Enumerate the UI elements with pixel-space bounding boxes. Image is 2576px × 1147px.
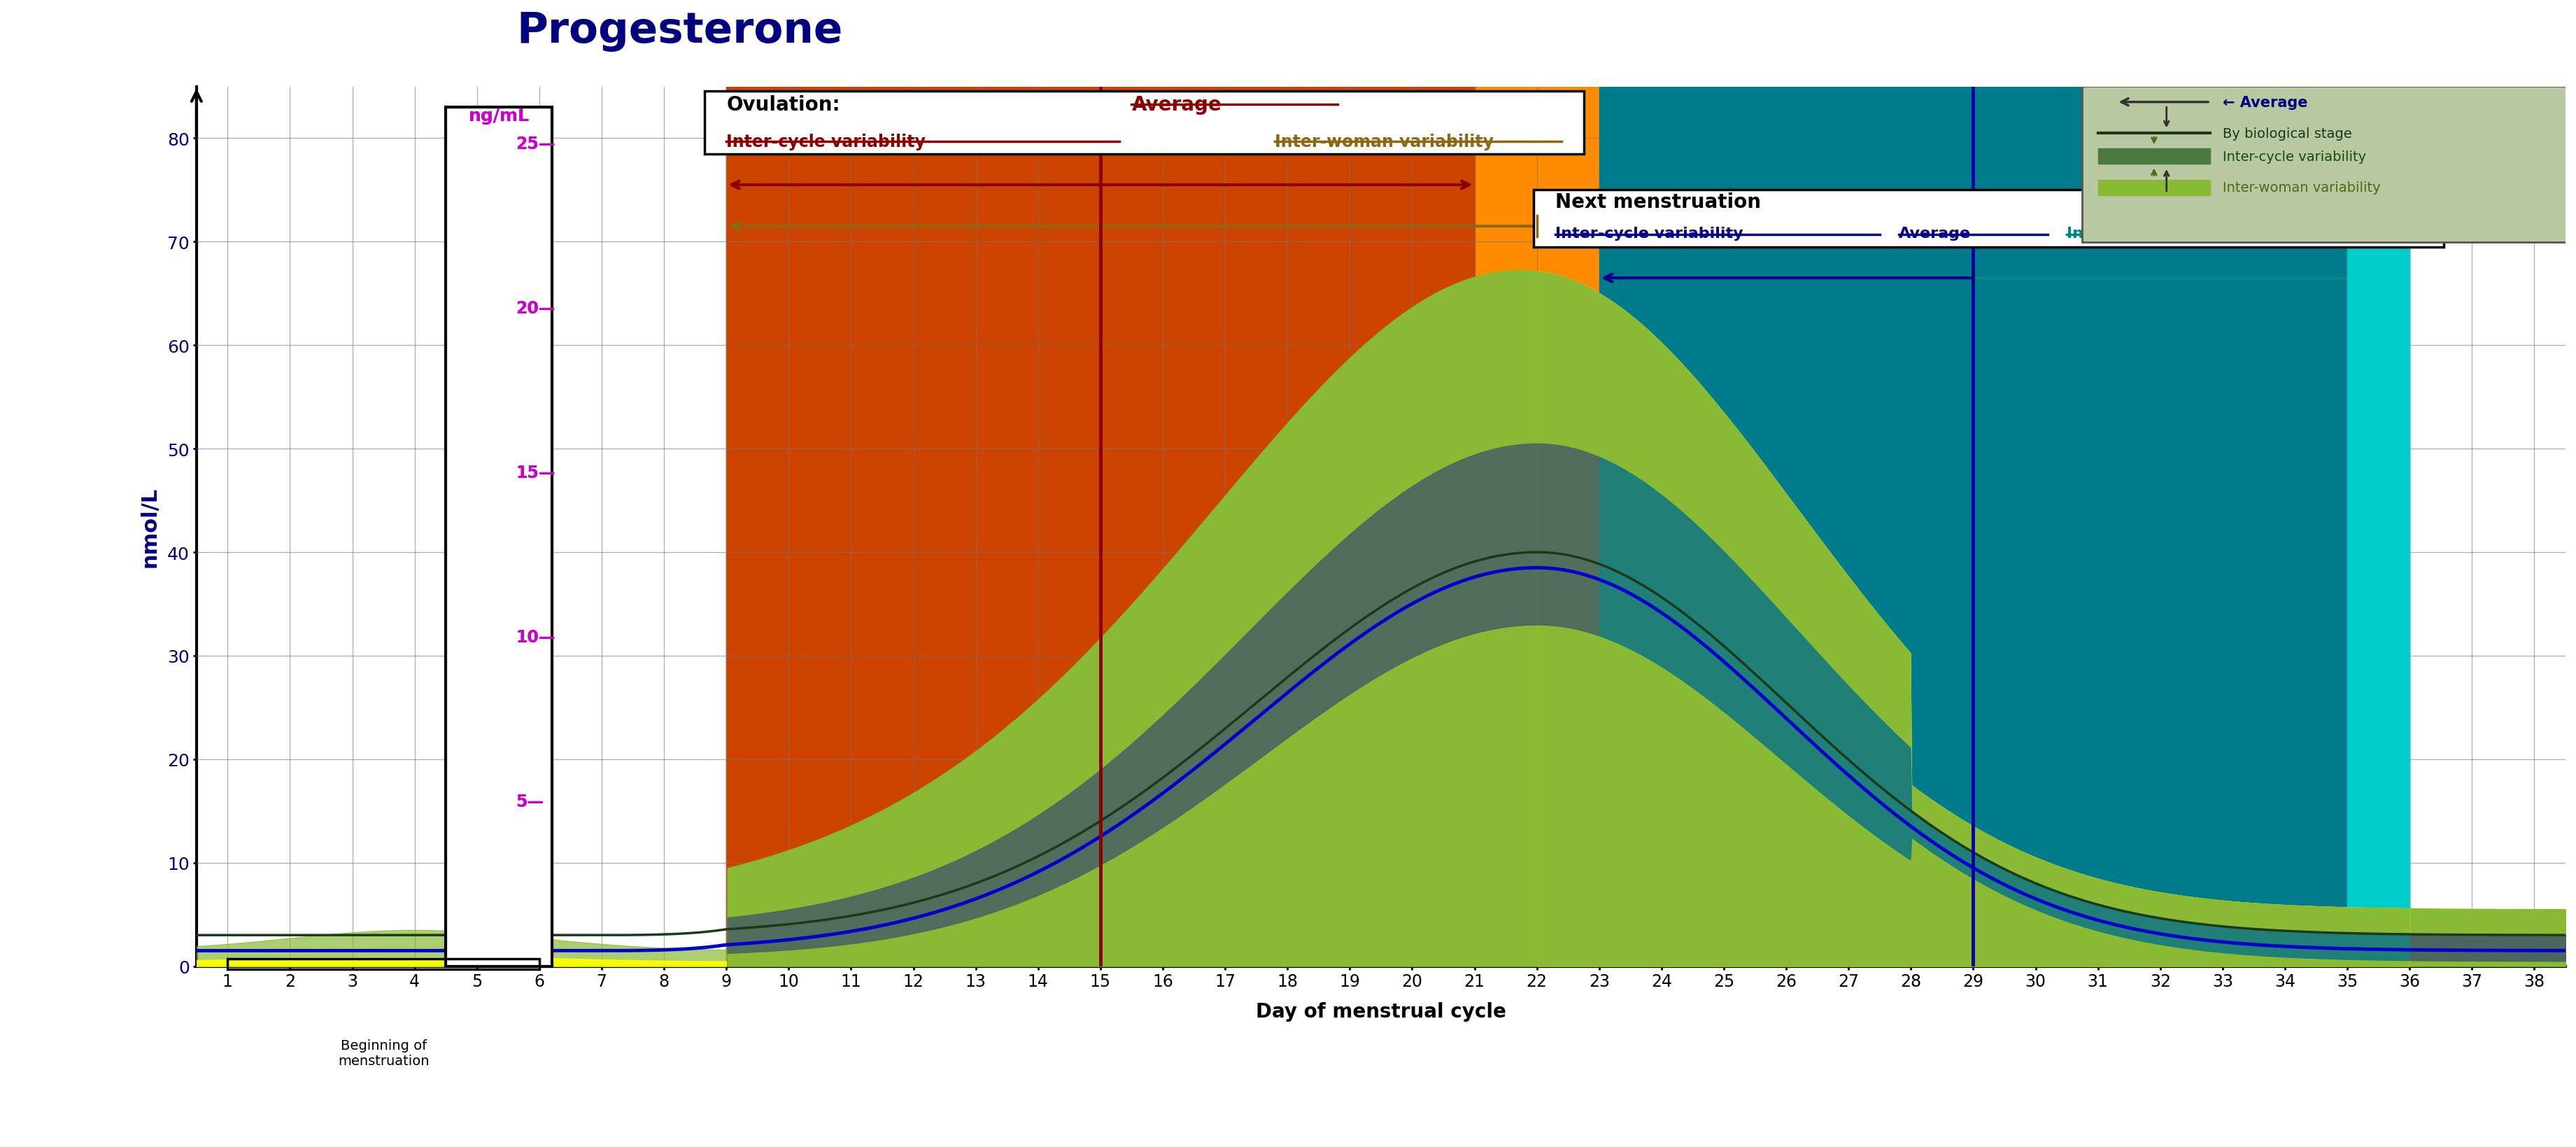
FancyBboxPatch shape — [2081, 86, 2568, 243]
Text: ng/mL: ng/mL — [469, 108, 528, 125]
Bar — [726, 87, 1473, 966]
Text: Progesterone: Progesterone — [515, 10, 842, 52]
Text: Ovulation:: Ovulation: — [726, 95, 840, 115]
Text: ← Average: ← Average — [2223, 95, 2308, 110]
Text: Inter-cycle variability: Inter-cycle variability — [2223, 150, 2367, 164]
Text: Inter-cycle variability: Inter-cycle variability — [1556, 227, 1744, 241]
Text: Inter-woman variability: Inter-woman variability — [2066, 227, 2272, 241]
Text: 5—: 5— — [515, 794, 544, 810]
Bar — [446, 108, 551, 966]
Text: 10—: 10— — [515, 629, 556, 646]
Bar — [2347, 87, 2409, 966]
Bar — [227, 959, 538, 969]
Text: Next menstruation: Next menstruation — [1556, 193, 1762, 212]
Text: Inter-woman variability: Inter-woman variability — [2223, 181, 2380, 195]
X-axis label: Day of menstrual cycle: Day of menstrual cycle — [1255, 1001, 1507, 1021]
Text: 15—: 15— — [515, 465, 556, 482]
Y-axis label: nmol/L: nmol/L — [139, 486, 160, 567]
Text: - marking start of next cycle: - marking start of next cycle — [2097, 193, 2318, 206]
Text: 20—: 20— — [515, 301, 556, 317]
Text: Inter-cycle variability: Inter-cycle variability — [726, 134, 925, 150]
FancyBboxPatch shape — [1533, 190, 2445, 248]
Text: 5—: 5— — [515, 794, 544, 810]
Text: Average: Average — [1131, 95, 1221, 115]
Text: 25—: 25— — [515, 135, 556, 153]
Text: 20—: 20— — [515, 301, 556, 317]
FancyBboxPatch shape — [706, 92, 1584, 155]
Text: Average: Average — [1899, 227, 1971, 241]
Text: 15—: 15— — [515, 465, 556, 482]
Text: Beginning of
menstruation: Beginning of menstruation — [337, 1039, 430, 1068]
Text: 10—: 10— — [515, 629, 556, 646]
Bar — [1600, 87, 2409, 966]
Text: ng/mL: ng/mL — [469, 108, 528, 125]
Bar — [726, 87, 2347, 966]
Text: 25—: 25— — [515, 135, 556, 153]
Text: By biological stage: By biological stage — [2223, 127, 2352, 140]
Text: Inter-woman variability: Inter-woman variability — [1275, 134, 1494, 150]
